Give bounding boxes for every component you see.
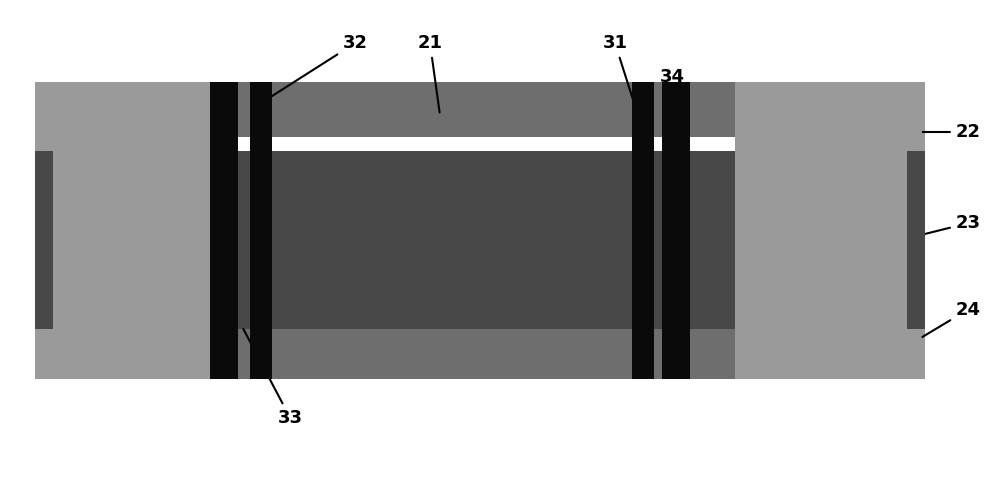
- Text: 34: 34: [660, 68, 684, 112]
- Bar: [210, 82, 238, 379]
- Text: 32: 32: [244, 34, 368, 114]
- Bar: [907, 151, 925, 329]
- Bar: [632, 82, 654, 379]
- Bar: [210, 329, 735, 379]
- Text: 33: 33: [243, 329, 302, 427]
- Bar: [35, 82, 210, 379]
- Bar: [35, 82, 925, 137]
- Bar: [735, 151, 925, 329]
- Bar: [210, 82, 735, 137]
- Bar: [35, 151, 53, 329]
- Text: 23: 23: [923, 214, 980, 235]
- Bar: [735, 82, 907, 379]
- Text: 24: 24: [922, 300, 980, 337]
- Bar: [53, 82, 210, 379]
- Bar: [632, 82, 690, 137]
- Bar: [210, 82, 272, 137]
- Bar: [35, 151, 210, 329]
- Bar: [250, 82, 272, 379]
- Bar: [735, 82, 925, 379]
- Bar: [210, 151, 735, 329]
- Bar: [35, 329, 925, 379]
- Text: 22: 22: [923, 123, 980, 141]
- Bar: [662, 82, 690, 379]
- Text: 21: 21: [418, 34, 442, 112]
- Text: 31: 31: [602, 34, 637, 112]
- Bar: [35, 151, 925, 329]
